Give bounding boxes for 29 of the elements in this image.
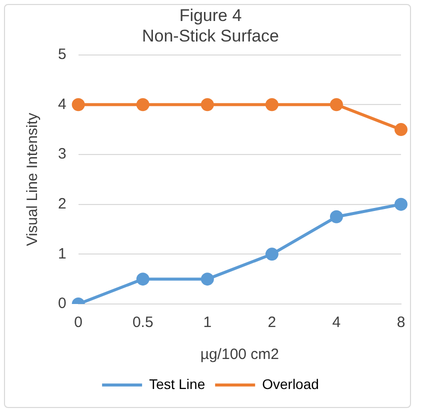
y-tick-label: 5 (58, 46, 66, 63)
x-tick-label: 1 (203, 314, 212, 332)
point (200, 98, 214, 112)
point (136, 272, 150, 286)
text: Figure 4 (179, 6, 242, 25)
y-tick-label: 0 (58, 295, 66, 312)
point (200, 272, 214, 286)
y-tick-label: 3 (58, 146, 66, 163)
x-tick-label: 0.5 (132, 314, 154, 332)
point (72, 98, 85, 112)
point (136, 98, 150, 112)
point (330, 210, 343, 224)
x-tick-label: 0 (74, 314, 83, 332)
y-tick-label: 1 (58, 245, 66, 262)
x-tick-label: 2 (268, 314, 276, 332)
x-tick-label: 8 (396, 314, 406, 332)
x-tick-label: 4 (332, 314, 341, 332)
text: Non-Stick Surface (142, 26, 279, 46)
y-axis-title: Visual Line Intensity (24, 112, 42, 246)
legend-label: Test Line (149, 376, 206, 392)
y-tick-label: 4 (58, 96, 66, 113)
legend-label: Overload (262, 376, 319, 392)
x-axis-title: µg/100 cm2 (200, 346, 280, 364)
point (394, 123, 408, 136)
point (265, 98, 278, 112)
y-tick-label: 2 (58, 195, 66, 212)
point (265, 248, 278, 261)
point (394, 198, 408, 211)
point (330, 98, 343, 112)
